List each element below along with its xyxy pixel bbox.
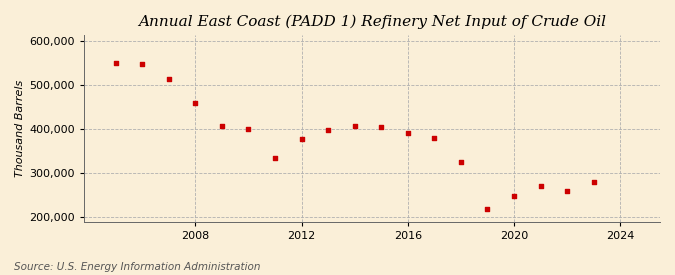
Point	[137, 62, 148, 66]
Text: Source: U.S. Energy Information Administration: Source: U.S. Energy Information Administ…	[14, 262, 260, 272]
Point	[110, 61, 121, 65]
Point	[588, 180, 599, 184]
Point	[217, 123, 227, 128]
Point	[456, 160, 466, 164]
Point	[349, 123, 360, 128]
Point	[190, 101, 200, 105]
Point	[508, 194, 519, 198]
Point	[482, 207, 493, 211]
Y-axis label: Thousand Barrels: Thousand Barrels	[15, 79, 25, 177]
Point	[535, 184, 546, 188]
Point	[163, 76, 174, 81]
Point	[402, 131, 413, 135]
Title: Annual East Coast (PADD 1) Refinery Net Input of Crude Oil: Annual East Coast (PADD 1) Refinery Net …	[138, 15, 606, 29]
Point	[296, 137, 307, 141]
Point	[376, 125, 387, 129]
Point	[243, 127, 254, 131]
Point	[562, 189, 572, 194]
Point	[323, 128, 333, 132]
Point	[269, 156, 280, 161]
Point	[429, 136, 439, 140]
